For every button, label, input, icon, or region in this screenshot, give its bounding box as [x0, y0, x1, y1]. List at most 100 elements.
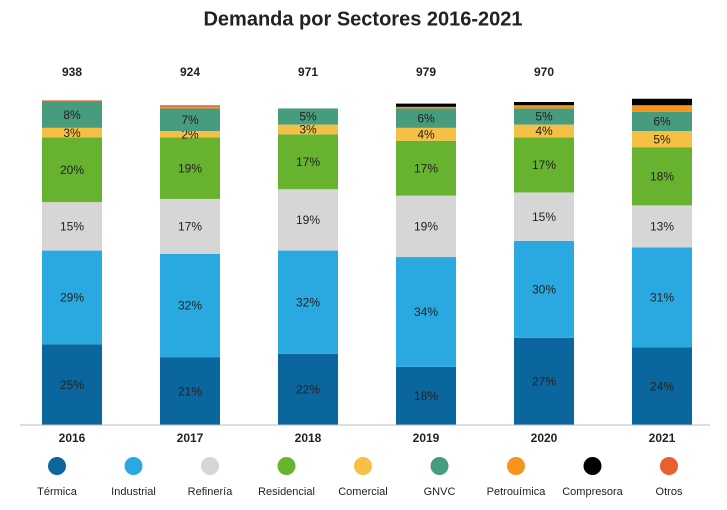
bar-segment	[42, 100, 102, 102]
data-label: 27%	[532, 375, 556, 389]
bar-segment	[160, 253, 220, 358]
x-tick-label: 2018	[295, 431, 322, 445]
total-label: 938	[62, 65, 82, 79]
data-label: 13%	[650, 220, 674, 234]
bar-segment	[514, 240, 574, 338]
bar-segment	[396, 103, 456, 107]
bar-segment	[514, 102, 574, 106]
bar-segment	[514, 124, 574, 138]
legend-label: Refinería	[188, 486, 234, 498]
data-label: 17%	[296, 155, 320, 169]
data-label: 24%	[650, 379, 674, 393]
legend-label: Térmica	[37, 486, 78, 498]
x-tick-label: 2016	[59, 431, 86, 445]
legend-swatch	[201, 457, 219, 475]
bar-segment	[396, 106, 456, 109]
data-label: 5%	[299, 110, 317, 124]
legend-swatch	[277, 457, 296, 475]
bar-segment	[632, 205, 692, 248]
data-label: 8%	[63, 108, 81, 122]
bar-segment	[396, 195, 456, 258]
bar-segment	[514, 137, 574, 193]
data-label: 29%	[60, 291, 84, 305]
data-label: 3%	[63, 126, 81, 140]
bar-segment	[278, 108, 338, 125]
data-label: 21%	[178, 384, 202, 398]
legend-swatch	[507, 457, 525, 475]
legend-label: Comercial	[338, 486, 388, 498]
chart-title: Demanda por Sectores 2016-2021	[203, 8, 522, 30]
bar-segment	[632, 347, 692, 425]
legend-label: Compresora	[562, 486, 623, 498]
bar-segment	[396, 257, 456, 367]
legend-swatch	[124, 457, 143, 475]
data-label: 19%	[414, 220, 438, 234]
bar-segment	[514, 108, 574, 125]
data-label: 30%	[532, 283, 556, 297]
data-label: 34%	[414, 305, 438, 319]
legend-swatch	[583, 457, 602, 475]
bar-segment	[160, 357, 220, 425]
bar-segment	[278, 189, 338, 251]
bar-segment	[396, 108, 456, 128]
data-label: 18%	[414, 389, 438, 403]
legend-label: Residencial	[258, 486, 315, 498]
data-label: 3%	[299, 123, 317, 137]
bar-segment	[160, 108, 220, 132]
bar-segment	[42, 137, 102, 203]
bar-segment	[160, 198, 220, 254]
bar-segment	[396, 366, 456, 425]
data-label: 32%	[178, 299, 202, 313]
bar-segment	[514, 105, 574, 109]
x-tick-label: 2017	[177, 431, 204, 445]
legend-swatch	[354, 457, 372, 475]
bar-segment	[632, 98, 692, 106]
data-label: 17%	[532, 158, 556, 172]
bar-segment	[42, 102, 102, 128]
bar-segment	[632, 131, 692, 148]
total-label: 971	[298, 65, 318, 79]
data-label: 20%	[60, 163, 84, 177]
bar-segment	[42, 202, 102, 251]
data-label: 15%	[60, 220, 84, 234]
data-label: 17%	[178, 220, 202, 234]
total-label: 970	[534, 65, 554, 79]
data-label: 6%	[653, 115, 671, 129]
bar-segment	[278, 250, 338, 354]
legend-label: Industrial	[111, 486, 156, 498]
data-label: 19%	[296, 213, 320, 227]
x-tick-label: 2020	[531, 431, 558, 445]
data-label: 25%	[60, 378, 84, 392]
bar-segment	[42, 344, 102, 425]
bar-segment	[278, 124, 338, 135]
data-label: 15%	[532, 210, 556, 224]
bar-segment	[160, 131, 220, 138]
bar-segment	[632, 111, 692, 132]
data-label: 5%	[535, 110, 553, 124]
bar-segment	[160, 137, 220, 199]
data-label: 6%	[417, 111, 435, 125]
data-label: 22%	[296, 383, 320, 397]
bar-segment	[42, 127, 102, 138]
legend-label: GNVC	[424, 486, 456, 498]
x-tick-label: 2021	[649, 431, 676, 445]
legend-label: Petrouímica	[487, 486, 547, 498]
data-label: 7%	[181, 113, 199, 127]
total-label: 979	[416, 65, 436, 79]
data-label: 5%	[653, 132, 671, 146]
bar-segment	[396, 140, 456, 196]
legend-swatch	[430, 457, 449, 475]
data-label: 18%	[650, 169, 674, 183]
bar-segment	[514, 192, 574, 241]
data-label: 4%	[417, 127, 435, 141]
data-label: 31%	[650, 291, 674, 305]
bar-segment	[160, 105, 220, 107]
data-label: 19%	[178, 161, 202, 175]
bar-segment	[632, 105, 692, 112]
x-tick-label: 2019	[413, 431, 440, 445]
bar-segment	[514, 337, 574, 425]
bar-segment	[42, 250, 102, 345]
bar-segment	[632, 147, 692, 206]
legend-swatch	[660, 457, 678, 475]
data-label: 4%	[535, 124, 553, 138]
